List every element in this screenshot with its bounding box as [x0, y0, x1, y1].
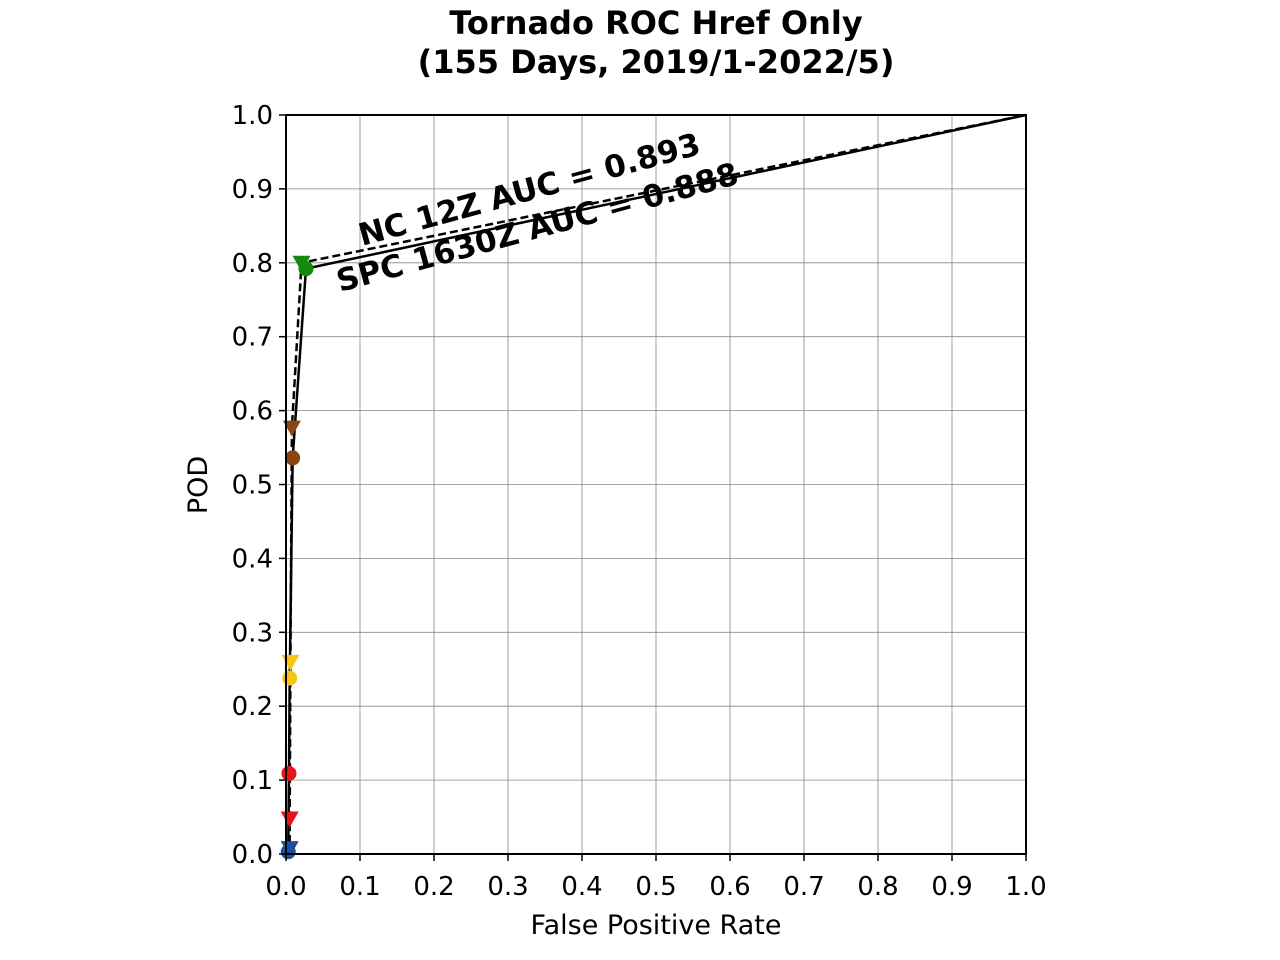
y-tick-label: 0.4	[232, 544, 273, 574]
x-tick-label: 0.0	[265, 872, 306, 902]
y-tick-label: 0.5	[232, 471, 273, 501]
circle-marker	[280, 844, 296, 860]
axis-ticks: 0.0 0.1 0.2 0.3 0.4 0.5 0.6 0.7 0.8 0.9 1.0 0.0 0.1 0…	[232, 101, 1047, 902]
x-tick-label: 0.9	[931, 872, 972, 902]
circle-marker	[282, 670, 298, 686]
y-tick-label: 1.0	[232, 101, 273, 131]
chart-title-line1: Tornado ROC Href Only	[449, 4, 863, 42]
x-tick-label: 0.2	[413, 872, 454, 902]
y-axis-label: POD	[183, 456, 214, 514]
y-tick-label: 0.8	[232, 249, 273, 279]
circle-marker	[298, 261, 314, 277]
triangle-marker	[280, 811, 299, 828]
y-tick-label: 0.9	[232, 175, 273, 205]
x-tick-label: 0.1	[339, 872, 380, 902]
triangle-marker	[282, 420, 301, 437]
y-tick-label: 0.2	[232, 692, 273, 722]
y-tick-label: 0.7	[232, 323, 273, 353]
y-tick-label: 0.0	[232, 840, 273, 870]
x-tick-label: 0.3	[487, 872, 528, 902]
x-axis-label: False Positive Rate	[531, 910, 782, 941]
x-tick-label: 1.0	[1005, 872, 1046, 902]
y-tick-label: 0.6	[232, 397, 273, 427]
y-tick-label: 0.1	[232, 766, 273, 796]
x-tick-label: 0.8	[857, 872, 898, 902]
x-tick-label: 0.7	[783, 872, 824, 902]
circle-marker	[281, 765, 297, 781]
x-tick-label: 0.6	[709, 872, 750, 902]
x-tick-label: 0.4	[561, 872, 602, 902]
chart-title-line2: (155 Days, 2019/1-2022/5)	[418, 43, 895, 81]
y-tick-label: 0.3	[232, 618, 273, 648]
circle-marker	[285, 450, 301, 466]
triangle-marker	[281, 654, 300, 671]
x-tick-label: 0.5	[635, 872, 676, 902]
